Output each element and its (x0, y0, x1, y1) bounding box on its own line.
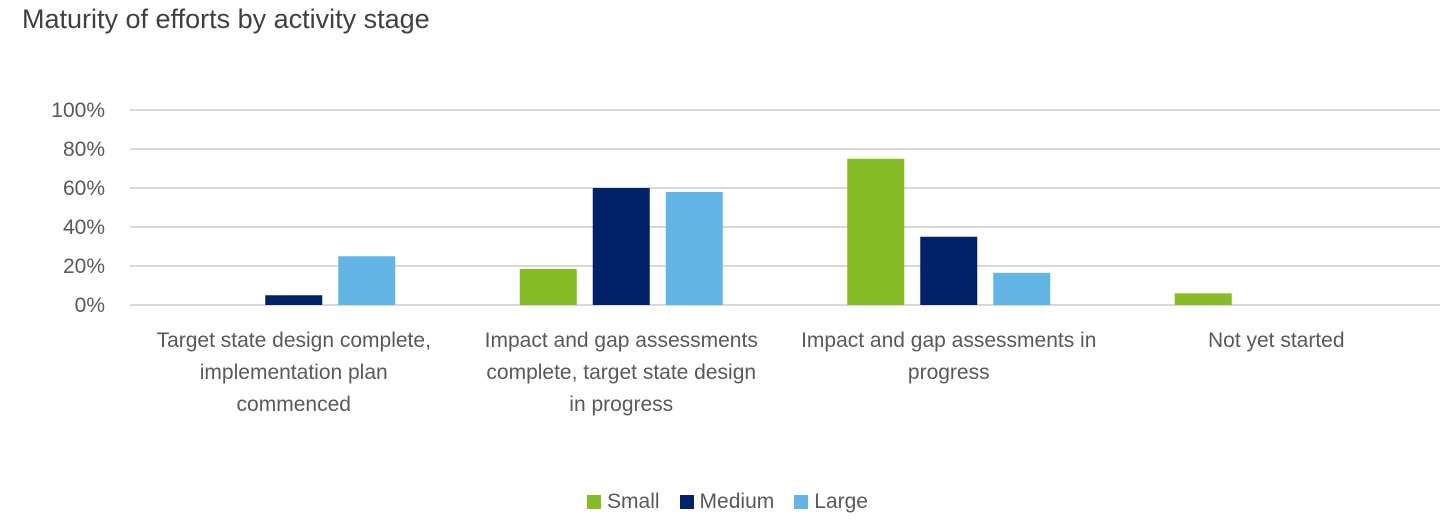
bar-large (665, 191, 723, 305)
x-category-label: complete, target state design (486, 361, 756, 384)
x-category-label: Impact and gap assessments in (801, 329, 1096, 352)
bar-medium (920, 236, 978, 305)
y-tick-label: 60% (63, 177, 105, 200)
x-category-label: Target state design complete, (157, 329, 431, 352)
bar-medium (592, 188, 650, 305)
x-category-label: in progress (569, 393, 673, 416)
legend-item: Medium (679, 490, 775, 514)
bar-large (338, 256, 396, 305)
legend-item: Large (794, 490, 868, 514)
legend-label: Medium (699, 490, 775, 513)
y-tick-label: 40% (63, 216, 105, 239)
y-tick-label: 100% (51, 99, 105, 122)
bar-large (993, 272, 1051, 305)
x-category-label: commenced (237, 393, 351, 416)
legend-label: Small (607, 490, 660, 513)
legend-swatch (794, 495, 809, 509)
y-tick-label: 80% (63, 138, 105, 161)
x-category-label: implementation plan (200, 361, 388, 384)
bar-small (1174, 293, 1232, 305)
legend-item: Small (587, 490, 660, 514)
y-tick-label: 20% (63, 255, 105, 278)
legend-swatch (679, 495, 694, 509)
bar-small (519, 268, 577, 305)
x-category-label: Not yet started (1208, 329, 1345, 352)
legend-label: Large (814, 490, 868, 513)
bar-small (847, 158, 905, 305)
chart-title: Maturity of efforts by activity stage (22, 4, 430, 34)
x-category-label: progress (908, 361, 990, 384)
legend: Small Medium Large (0, 490, 1455, 514)
bar-medium (265, 295, 323, 305)
legend-swatch (587, 495, 602, 509)
y-tick-label: 0% (75, 294, 105, 317)
x-category-label: Impact and gap assessments (485, 329, 758, 352)
bar-chart: 0% 20% 40% 60% 80% 100% Target state design co… (51, 99, 1440, 416)
